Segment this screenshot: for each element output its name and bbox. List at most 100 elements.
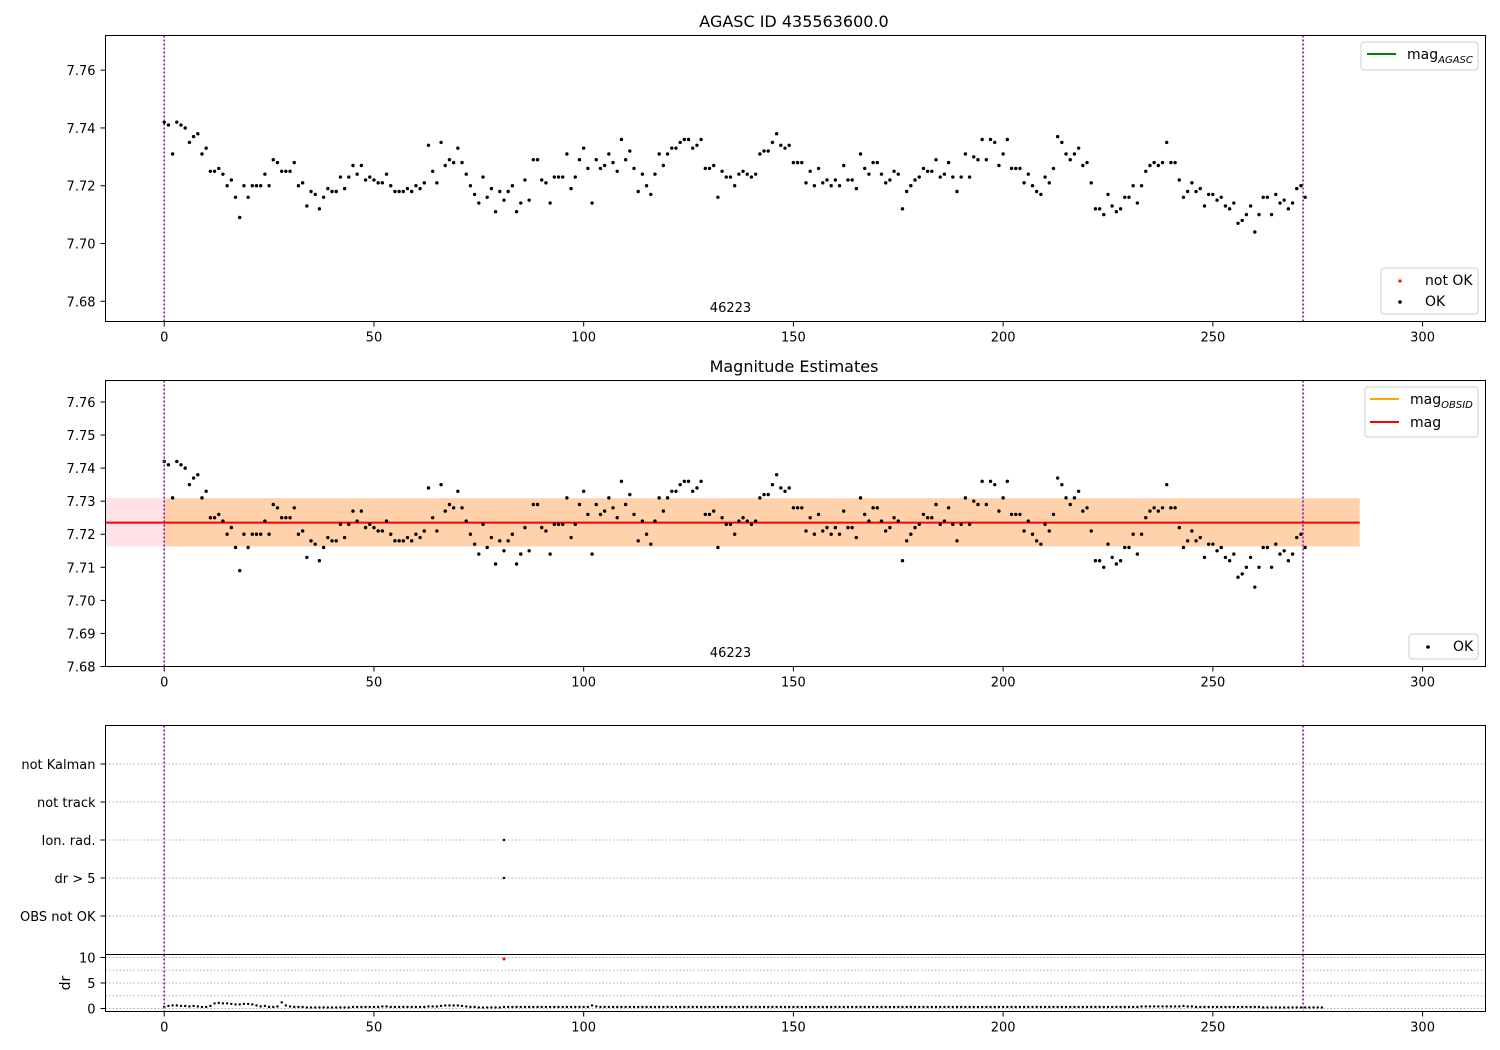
data-point <box>430 516 435 520</box>
dr-point <box>934 1005 938 1009</box>
data-point <box>258 184 263 188</box>
data-point <box>1060 482 1064 487</box>
data-point <box>279 169 284 173</box>
dr-point <box>691 1005 694 1009</box>
data-point <box>737 519 741 523</box>
dr-point <box>406 1005 409 1009</box>
data-point <box>758 152 762 156</box>
dr-point <box>410 1005 413 1009</box>
dr-point <box>846 1005 850 1009</box>
data-point <box>1244 212 1249 217</box>
x-tick-label: 0 <box>160 1021 168 1036</box>
data-point <box>284 516 288 520</box>
data-point <box>347 175 351 179</box>
dr-point <box>355 1005 359 1009</box>
data-point <box>628 492 632 497</box>
data-point <box>959 175 963 179</box>
data-point <box>380 529 385 533</box>
data-point <box>972 499 976 503</box>
dr-point <box>1085 1005 1089 1009</box>
data-point <box>917 522 921 527</box>
data-point <box>443 163 447 168</box>
dr-point <box>1069 1005 1072 1009</box>
panel-flags-marks: OBS not OK dr > 5 Ion. rad. not track not Ka… <box>20 725 1486 955</box>
dr-point <box>1178 1005 1181 1008</box>
data-point <box>426 143 431 147</box>
data-point <box>1240 218 1244 223</box>
y-tick-label: 7.76 <box>67 64 96 79</box>
data-point <box>1085 160 1089 165</box>
dr-point <box>1161 1005 1164 1008</box>
dr-point <box>360 1005 363 1009</box>
panel-agasc-annotation: 46223 <box>710 301 751 316</box>
data-point <box>447 502 452 507</box>
dr-point <box>972 1005 975 1009</box>
data-point <box>649 192 653 197</box>
data-point <box>451 160 456 165</box>
dr-point <box>993 1005 996 1009</box>
data-point <box>921 166 926 171</box>
dr-point <box>519 1005 522 1009</box>
legend-box <box>1380 267 1479 315</box>
data-point <box>1022 529 1026 533</box>
dr-point <box>788 1005 791 1009</box>
data-point <box>665 496 670 500</box>
legend-label-ok: OK <box>1425 294 1446 310</box>
data-point <box>661 509 666 513</box>
panel-magnitude-legend-lines: magOBSID mag <box>1364 386 1479 438</box>
data-point <box>703 512 708 517</box>
dr-point <box>540 1005 543 1009</box>
data-point <box>925 169 930 173</box>
dr-point <box>1274 1006 1277 1009</box>
dr-point <box>1102 1005 1105 1009</box>
data-point <box>238 568 242 573</box>
data-point <box>561 522 565 527</box>
data-point <box>674 146 678 150</box>
dr-point <box>334 1006 338 1009</box>
data-point <box>330 539 334 543</box>
dr-point <box>586 1005 590 1009</box>
dr-point <box>175 1004 179 1007</box>
data-point <box>653 519 657 523</box>
data-point <box>732 532 737 536</box>
data-point <box>816 166 821 171</box>
x-tick-label: 50 <box>366 1021 383 1036</box>
data-point <box>1165 482 1169 487</box>
y-tick-label: 5 <box>87 977 95 992</box>
dr-point <box>725 1005 728 1009</box>
data-point <box>695 486 699 490</box>
data-point <box>816 512 821 517</box>
data-point <box>359 163 364 168</box>
data-point <box>229 525 234 530</box>
legend-marker-ok <box>1398 300 1402 304</box>
data-point <box>292 506 296 510</box>
data-point <box>1206 192 1211 197</box>
dr-point <box>1316 1006 1319 1009</box>
data-point <box>577 158 582 162</box>
data-point <box>242 184 246 188</box>
dr-point <box>452 1004 455 1007</box>
y-tick-label: 7.75 <box>67 429 96 444</box>
dr-point <box>876 1005 879 1009</box>
data-point <box>347 522 351 527</box>
dr-point <box>804 1005 808 1009</box>
x-tick-label: 200 <box>991 1021 1016 1036</box>
dr-point <box>980 1005 984 1009</box>
data-point <box>946 160 951 165</box>
dr-point <box>561 1005 564 1009</box>
data-point <box>1269 212 1274 217</box>
data-point <box>867 519 871 523</box>
data-point <box>959 522 963 527</box>
data-point <box>548 552 552 556</box>
data-point <box>1051 512 1056 517</box>
x-tick-label: 250 <box>1200 331 1225 346</box>
data-point <box>1106 542 1110 546</box>
y-tick-label: 0 <box>87 1003 95 1018</box>
data-point <box>338 522 343 527</box>
legend-label-mag-obsid: magOBSID <box>1410 392 1473 411</box>
x-tick-label: 250 <box>1200 676 1225 691</box>
data-point <box>850 525 854 530</box>
data-point <box>1299 532 1303 536</box>
dr-point <box>259 1005 262 1008</box>
dr-point <box>351 1005 355 1009</box>
